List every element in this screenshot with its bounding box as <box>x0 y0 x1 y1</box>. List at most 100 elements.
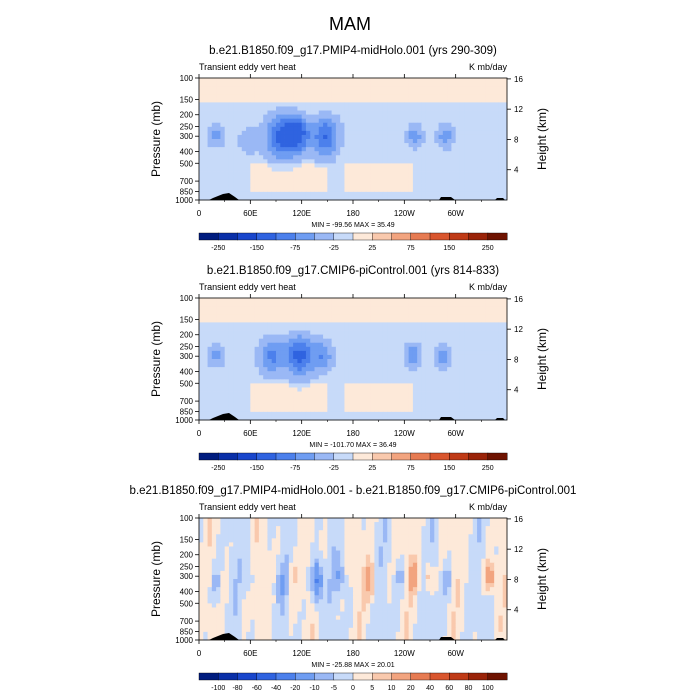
heatmap-cell <box>455 407 461 413</box>
heatmap-cell <box>430 163 435 168</box>
heatmap-cell <box>353 526 358 531</box>
heatmap-cell <box>489 342 495 348</box>
heatmap-cell <box>276 338 281 344</box>
heatmap-cell <box>340 191 345 197</box>
heatmap-cell <box>293 350 298 356</box>
heatmap-cell <box>301 306 307 311</box>
heatmap-cell <box>481 314 487 319</box>
heatmap-cell <box>288 167 294 172</box>
heatmap-cell <box>417 395 422 401</box>
heatmap-cell <box>455 139 461 144</box>
heatmap-cell <box>224 143 230 148</box>
heatmap-cell <box>451 399 457 405</box>
heatmap-cell <box>408 322 414 327</box>
heatmap-cell <box>378 82 384 87</box>
heatmap-cell <box>237 118 243 124</box>
heatmap-cell <box>241 334 247 340</box>
heatmap-cell <box>246 159 251 164</box>
heatmap-cell <box>438 175 444 181</box>
heatmap-cell <box>417 134 422 140</box>
heatmap-cell <box>318 102 324 107</box>
heatmap-cell <box>310 310 315 315</box>
heatmap-cell <box>430 122 435 128</box>
heatmap-cell <box>327 350 333 356</box>
heatmap-cell <box>378 310 384 315</box>
heatmap-cell <box>348 415 354 421</box>
heatmap-cell <box>378 114 384 120</box>
heatmap-cell <box>293 391 298 396</box>
heatmap-cell <box>477 407 482 413</box>
heatmap-cell <box>224 407 230 413</box>
heatmap-cell <box>451 302 457 307</box>
heatmap-cell <box>353 106 358 111</box>
heatmap-cell <box>357 526 362 531</box>
heatmap-cell <box>459 187 465 193</box>
heatmap-cell <box>353 318 358 323</box>
heatmap-cell <box>224 163 230 168</box>
heatmap-cell <box>370 518 375 523</box>
heatmap-cell <box>241 82 247 87</box>
heatmap-cell <box>434 171 439 176</box>
heatmap-cell <box>451 187 457 193</box>
heatmap-cell <box>199 110 204 115</box>
heatmap-cell <box>451 310 457 315</box>
heatmap-cell <box>246 114 251 120</box>
heatmap-cell <box>485 302 491 307</box>
heatmap-cell <box>224 354 230 360</box>
heatmap-cell <box>451 538 457 543</box>
heatmap-cell <box>224 159 230 164</box>
heatmap-cell <box>477 82 482 87</box>
heatmap-cell <box>455 143 461 148</box>
heatmap-cell <box>400 322 405 327</box>
heatmap-cell <box>314 334 320 340</box>
heatmap-cell <box>207 175 213 181</box>
heatmap-cell <box>374 147 380 152</box>
heatmap-cell <box>408 310 414 315</box>
heatmap-cell <box>481 330 487 335</box>
heatmap-cell <box>310 383 315 388</box>
heatmap-cell <box>293 534 298 539</box>
heatmap-cell <box>323 195 328 201</box>
heatmap-cell <box>203 195 208 201</box>
heatmap-cell <box>224 90 230 95</box>
heatmap-cell <box>361 147 367 152</box>
heatmap-cell <box>468 114 474 120</box>
heatmap-cell <box>335 326 341 331</box>
heatmap-cell <box>246 122 251 128</box>
heatmap-cell <box>335 122 341 128</box>
heatmap-cell <box>472 78 478 83</box>
heatmap-cell <box>237 403 243 409</box>
heatmap-cell <box>220 387 226 392</box>
heatmap-cell <box>489 383 495 388</box>
heatmap-cell <box>421 518 427 523</box>
heatmap-cell <box>447 330 452 335</box>
heatmap-cell <box>220 175 226 181</box>
heatmap-cell <box>280 143 285 148</box>
heatmap-cell <box>280 338 285 344</box>
heatmap-cell <box>344 387 350 392</box>
heatmap-cell <box>318 314 324 319</box>
heatmap-cell <box>327 126 333 132</box>
heatmap-cell <box>395 106 401 111</box>
heatmap-cell <box>494 163 499 168</box>
heatmap-cell <box>502 395 508 401</box>
heatmap-cell <box>421 175 427 181</box>
heatmap-cell <box>237 175 243 181</box>
heatmap-cell <box>310 298 315 303</box>
heatmap-cell <box>489 371 495 376</box>
heatmap-cell <box>207 171 213 176</box>
heatmap-cell <box>477 102 482 107</box>
heatmap-cell <box>447 159 452 164</box>
heatmap-cell <box>203 322 208 327</box>
heatmap-cell <box>276 306 281 311</box>
heatmap-cell <box>348 86 354 91</box>
heatmap-cell <box>408 542 414 547</box>
heatmap-cell <box>387 330 392 335</box>
heatmap-cell <box>220 342 226 348</box>
heatmap-cell <box>250 151 256 156</box>
heatmap-cell <box>327 306 333 311</box>
heatmap-cell <box>284 78 290 83</box>
heatmap-cell <box>498 187 504 193</box>
heatmap-cell <box>468 151 474 156</box>
heatmap-cell <box>442 383 448 388</box>
